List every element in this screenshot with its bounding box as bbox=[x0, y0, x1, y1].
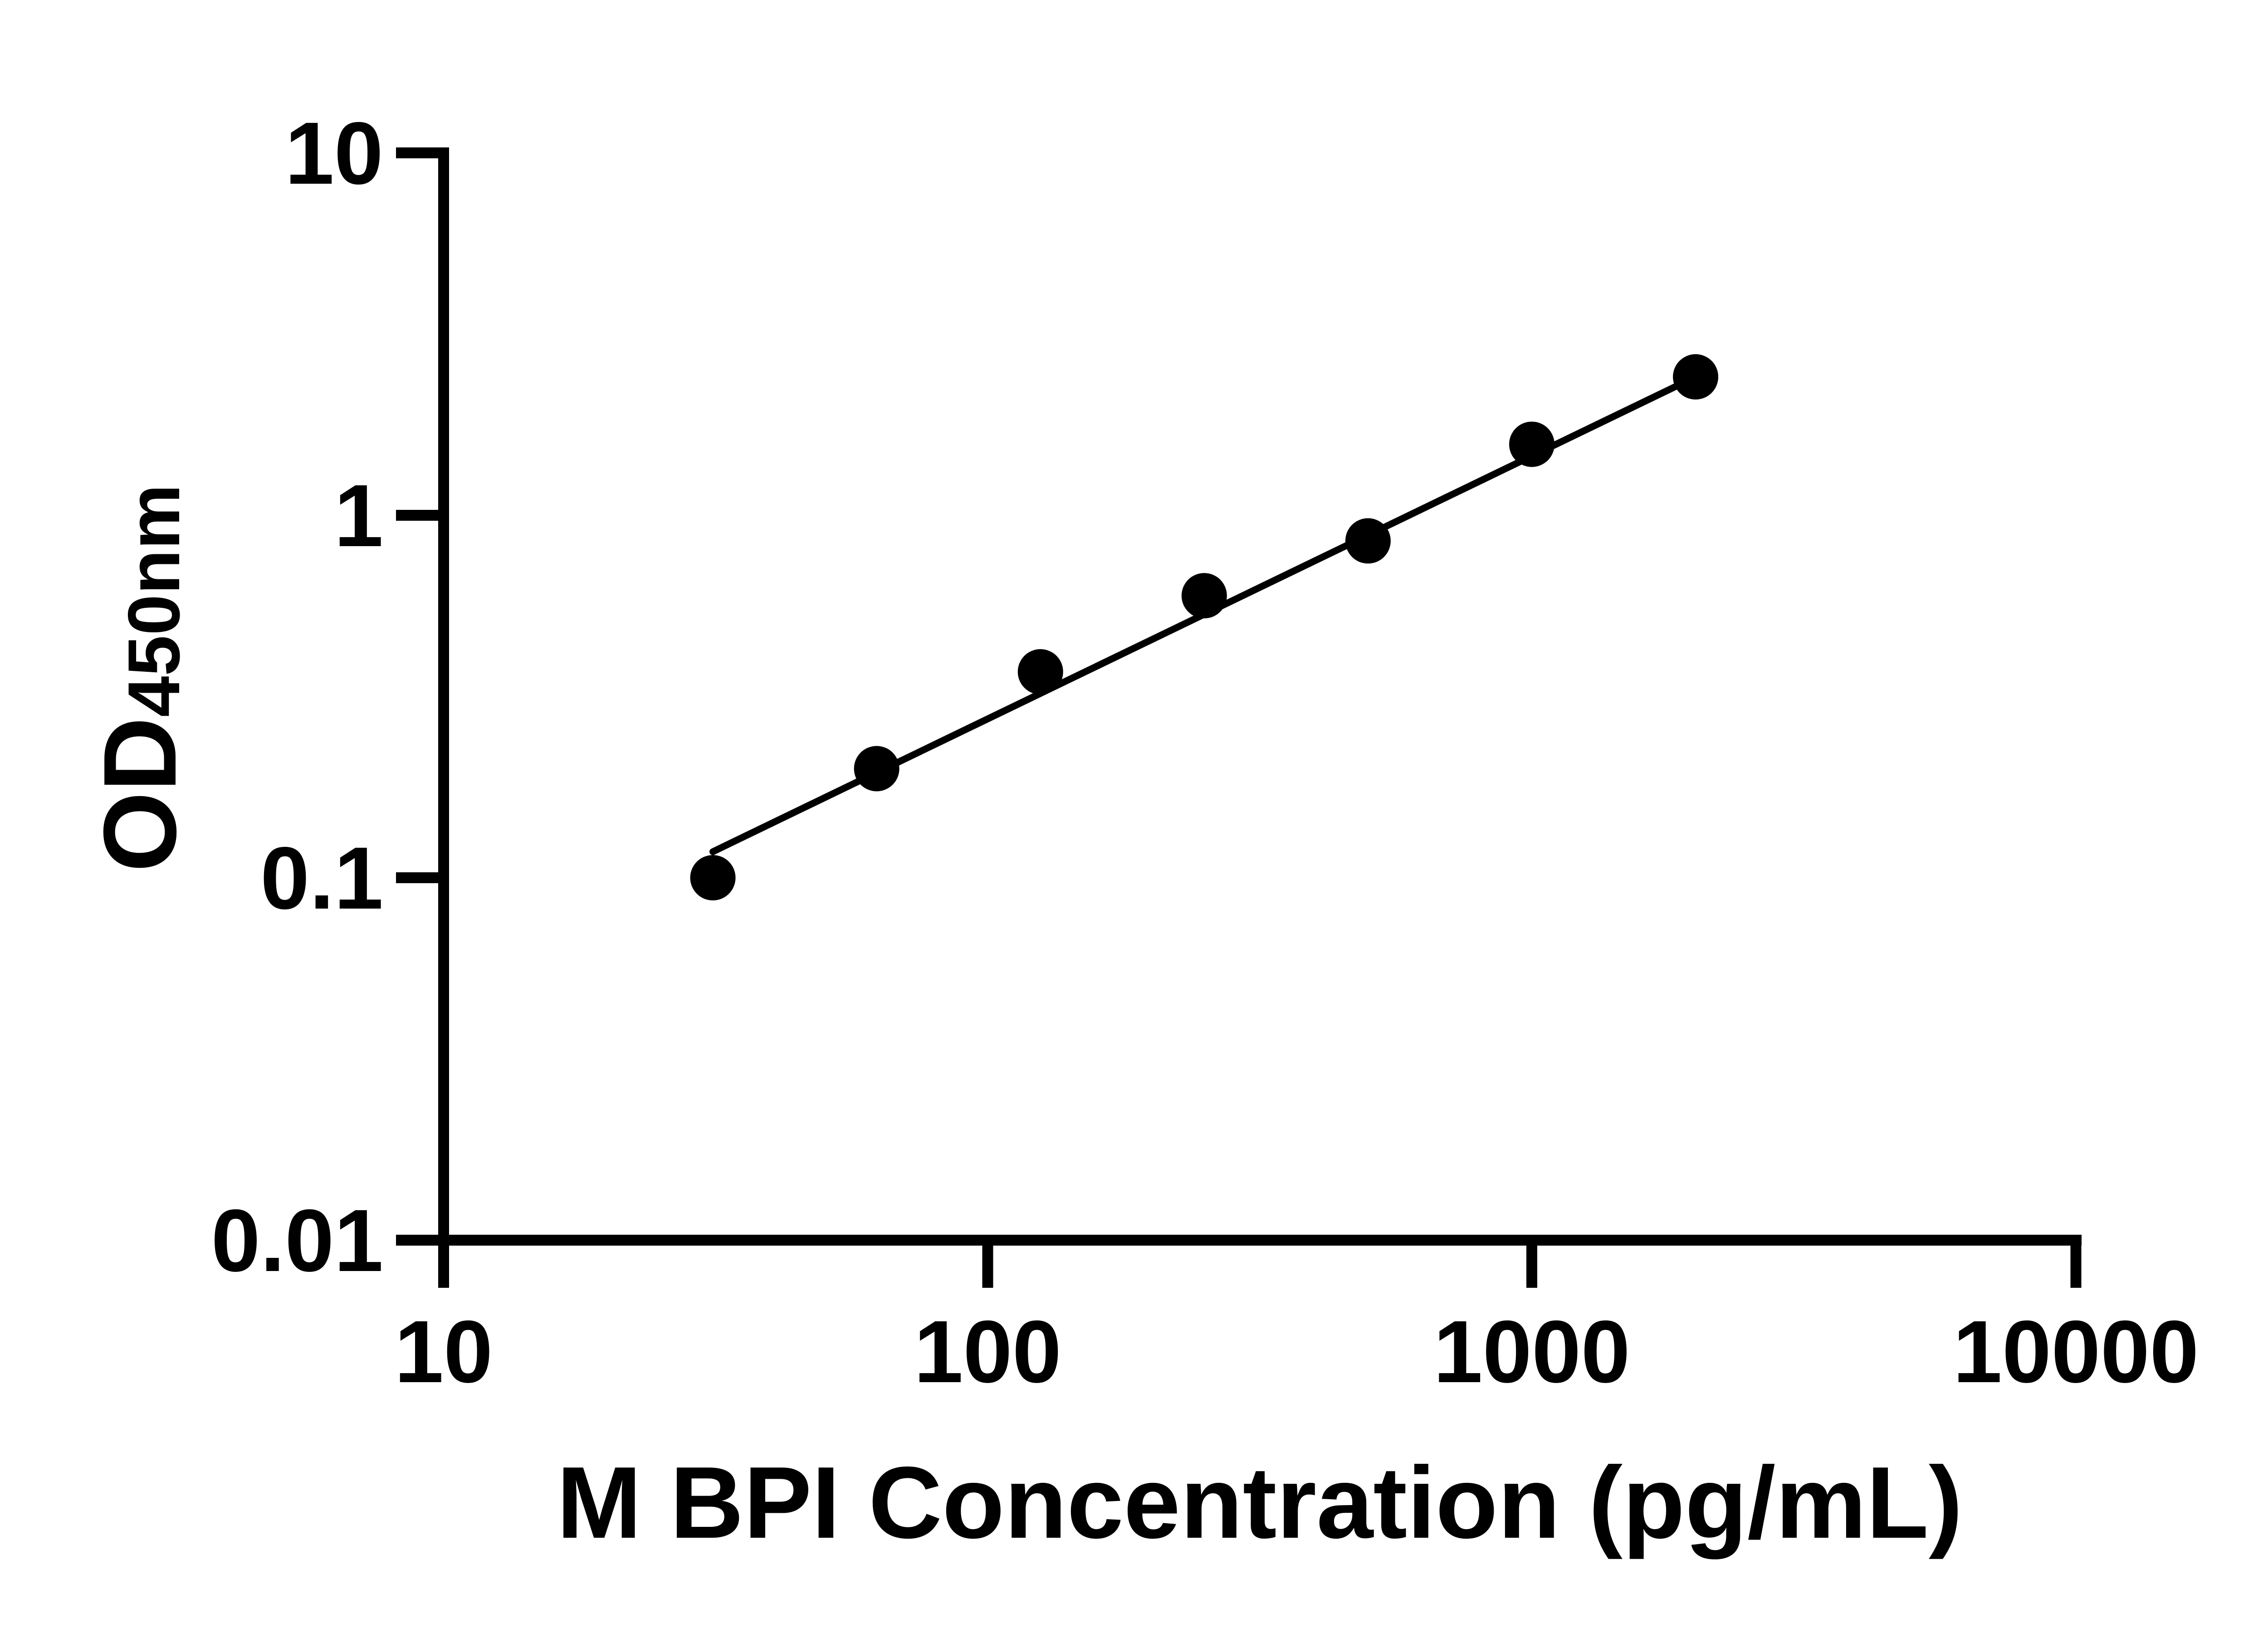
y-tick-label: 1 bbox=[334, 466, 383, 565]
data-points-group bbox=[690, 354, 1719, 900]
y-tick-label: 0.1 bbox=[260, 829, 383, 928]
x-tick-label: 10000 bbox=[1953, 1302, 2199, 1401]
x-ticks-group bbox=[438, 1235, 2082, 1288]
data-point bbox=[854, 746, 899, 792]
y-tick-labels-group: 10 1 0.1 0.01 bbox=[211, 104, 383, 1290]
data-point bbox=[1181, 573, 1227, 619]
data-point bbox=[1345, 518, 1391, 564]
y-axis-title-subscript: 450nm bbox=[113, 484, 195, 717]
y-axis-title: OD450nm bbox=[83, 484, 198, 872]
x-tick-label: 100 bbox=[914, 1302, 1061, 1401]
data-point bbox=[1509, 421, 1554, 467]
y-tick-label: 10 bbox=[285, 104, 383, 203]
data-point bbox=[1673, 354, 1719, 400]
data-point bbox=[690, 855, 736, 900]
x-tick-label: 1000 bbox=[1433, 1302, 1630, 1401]
x-tick-labels-group: 10 100 1000 10000 bbox=[395, 1302, 2199, 1401]
y-tick-label: 0.01 bbox=[211, 1191, 383, 1290]
y-ticks-group bbox=[396, 147, 449, 1246]
x-tick-label: 10 bbox=[395, 1302, 493, 1401]
axes-group bbox=[396, 147, 2082, 1287]
x-axis-title: M BPI Concentration (pg/mL) bbox=[557, 1445, 1963, 1560]
data-point bbox=[1017, 649, 1063, 695]
y-axis-title-main: OD bbox=[83, 717, 198, 872]
